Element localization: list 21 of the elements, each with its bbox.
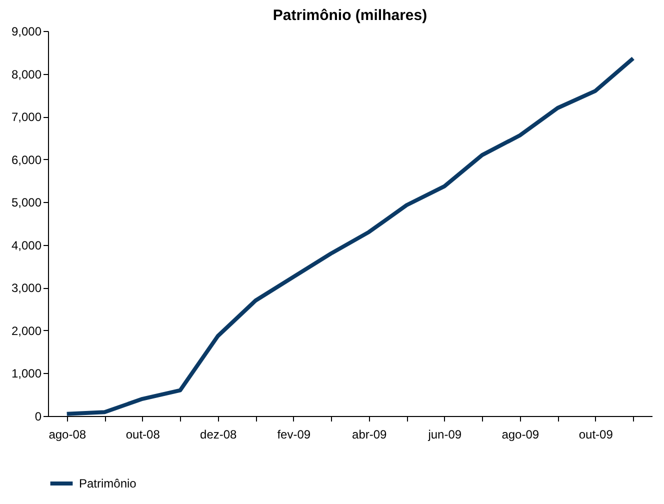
y-tick-label: 2,000 — [11, 324, 42, 338]
y-tick-label: 3,000 — [11, 281, 42, 296]
y-tick-label: 6,000 — [11, 152, 42, 167]
x-tick-label: ago-08 — [48, 428, 86, 442]
x-tick-label: jun-09 — [427, 428, 462, 442]
x-tick-label: dez-08 — [200, 428, 238, 442]
y-tick-label: 0 — [34, 410, 42, 424]
x-tick-label: fev-09 — [277, 428, 311, 442]
y-tick-label: 5,000 — [11, 196, 42, 210]
x-tick-label: ago-09 — [502, 428, 540, 442]
y-tick-label: 8,000 — [11, 67, 42, 82]
line-series — [64, 56, 636, 416]
x-tick-label: out-08 — [126, 428, 160, 442]
legend-label: Patrimônio — [79, 476, 137, 490]
y-tick-label: 7,000 — [11, 110, 42, 124]
y-tick-label: 9,000 — [11, 24, 42, 38]
y-tick-label: 1,000 — [11, 366, 42, 381]
y-tick-label: 4,000 — [11, 238, 42, 252]
chart-title: Patrimônio (milhares) — [272, 7, 428, 24]
x-tick-label: abr-09 — [352, 428, 388, 442]
x-tick-label: out-09 — [578, 428, 614, 442]
